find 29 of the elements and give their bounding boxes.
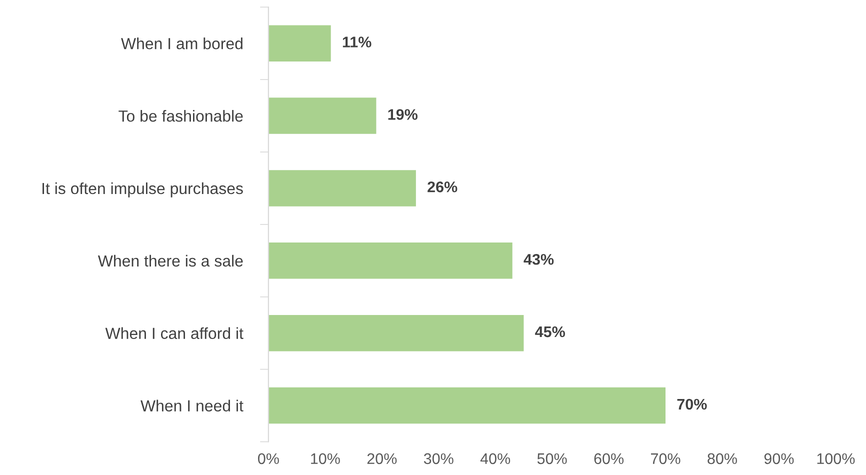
x-tick-label: 100%	[817, 453, 855, 464]
data-label: 45%	[535, 326, 565, 338]
x-tick-label: 90%	[764, 453, 794, 464]
bar	[268, 170, 416, 206]
y-tick-label: It is often impulse purchases	[42, 182, 243, 198]
x-tick-label: 10%	[311, 453, 340, 464]
bar	[268, 387, 666, 424]
data-label: 19%	[388, 109, 418, 120]
y-tick-label: To be fashionable	[118, 110, 243, 122]
x-tick-label: 20%	[367, 453, 397, 464]
y-tick-label: When I am bored	[121, 38, 242, 50]
x-tick-label: 0%	[258, 453, 279, 464]
y-tick-label: When there is a sale	[98, 254, 243, 267]
bar	[268, 314, 524, 352]
data-label: 43%	[524, 254, 554, 265]
bar	[268, 25, 331, 62]
x-tick-label: 70%	[651, 453, 680, 464]
x-tick-label: 80%	[708, 453, 737, 464]
bar	[268, 242, 512, 279]
x-tick-label: 50%	[537, 453, 567, 464]
data-label: 11%	[342, 36, 372, 48]
x-tick-label: 30%	[424, 453, 454, 464]
bar	[268, 98, 376, 134]
data-label: 70%	[677, 398, 707, 410]
y-tick-label: When I can afford it	[105, 327, 244, 340]
x-tick-label: 40%	[480, 453, 510, 464]
y-tick-label: When I need it	[140, 400, 244, 412]
x-tick-label: 60%	[594, 453, 624, 464]
data-label: 26%	[428, 182, 458, 192]
